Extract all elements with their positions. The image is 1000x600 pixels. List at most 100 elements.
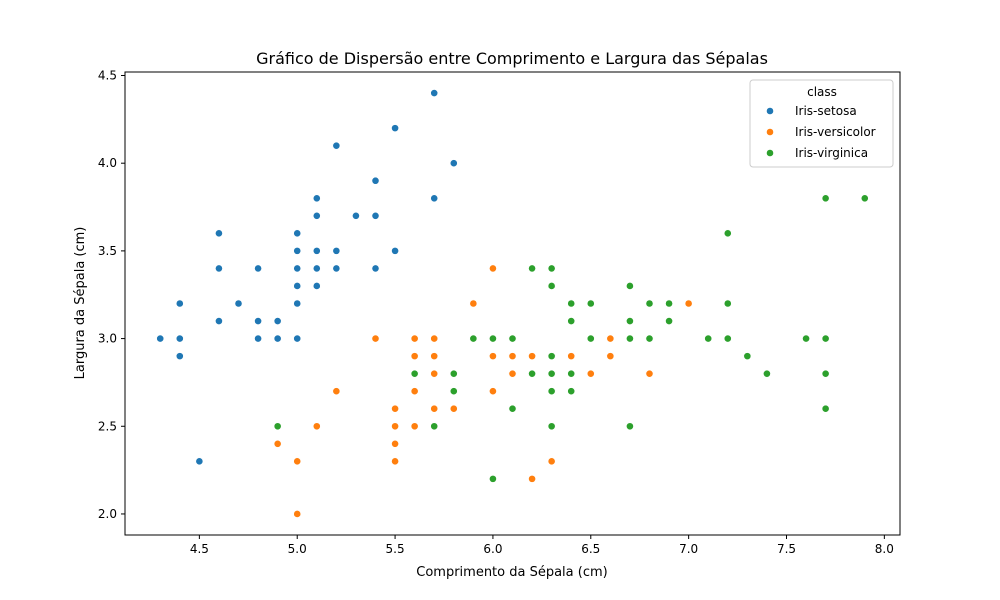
y-tick-label: 4.0 — [98, 156, 117, 170]
point-iris-virginica — [449, 369, 458, 378]
point-iris-virginica — [547, 264, 556, 273]
point-iris-versicolor — [430, 404, 439, 413]
legend-box — [749, 79, 894, 168]
point-iris-versicolor — [430, 334, 439, 343]
point-iris-versicolor — [410, 422, 419, 431]
x-tick-label: 7.0 — [679, 542, 698, 556]
point-iris-virginica — [665, 317, 673, 325]
point-iris-setosa — [312, 211, 321, 220]
point-iris-setosa — [215, 317, 223, 325]
point-iris-setosa — [332, 264, 341, 273]
x-axis-label: Comprimento da Sépala (cm) — [416, 565, 607, 580]
point-iris-versicolor — [684, 299, 693, 308]
point-iris-virginica — [508, 334, 517, 343]
legend-title: class — [807, 85, 837, 99]
point-iris-virginica — [665, 299, 673, 308]
point-iris-virginica — [489, 334, 497, 343]
point-iris-virginica — [273, 422, 282, 431]
point-iris-setosa — [215, 264, 223, 273]
point-iris-setosa — [175, 299, 184, 308]
point-iris-setosa — [156, 334, 165, 343]
y-tick-label: 3.5 — [98, 244, 117, 258]
point-iris-versicolor — [410, 334, 419, 343]
legend-entries: Iris-setosa Iris-versicolor Iris-virginica — [766, 104, 876, 160]
point-iris-versicolor — [391, 439, 399, 448]
point-iris-setosa — [215, 229, 223, 238]
point-iris-setosa — [332, 141, 341, 150]
point-iris-setosa — [234, 299, 243, 308]
x-tick-label: 5.0 — [288, 542, 307, 556]
point-iris-versicolor — [528, 474, 536, 483]
legend-marker — [766, 107, 774, 115]
point-iris-virginica — [821, 404, 830, 413]
point-iris-versicolor — [528, 352, 536, 361]
point-iris-virginica — [547, 352, 556, 361]
x-axis: 4.5 5.0 5.5 6.0 6.5 7.0 7.5 8.0 — [190, 535, 894, 556]
point-iris-versicolor — [645, 369, 654, 378]
point-iris-setosa — [293, 229, 302, 238]
point-iris-virginica — [821, 194, 830, 203]
point-iris-virginica — [626, 282, 634, 290]
point-iris-virginica — [821, 369, 830, 378]
point-iris-versicolor — [567, 352, 576, 361]
point-iris-versicolor — [410, 387, 419, 396]
point-iris-virginica — [410, 369, 419, 378]
legend-marker — [766, 128, 774, 136]
point-iris-setosa — [449, 159, 458, 168]
x-tick-label: 5.5 — [386, 542, 405, 556]
y-tick-label: 2.5 — [98, 419, 117, 433]
x-tick-label: 6.5 — [581, 542, 600, 556]
point-iris-versicolor — [391, 422, 399, 431]
x-tick-label: 7.5 — [777, 542, 796, 556]
point-iris-setosa — [195, 457, 204, 466]
point-iris-versicolor — [508, 369, 517, 378]
plot-frame — [124, 71, 901, 536]
point-iris-versicolor — [293, 457, 302, 466]
point-iris-virginica — [626, 422, 634, 431]
point-iris-virginica — [645, 299, 654, 308]
point-iris-virginica — [547, 422, 556, 431]
point-iris-setosa — [430, 194, 439, 203]
point-iris-setosa — [254, 264, 262, 273]
point-iris-virginica — [586, 334, 595, 343]
point-iris-versicolor — [606, 334, 615, 343]
legend-label: Iris-virginica — [795, 146, 868, 160]
point-iris-setosa — [293, 264, 302, 273]
point-iris-virginica — [723, 334, 732, 343]
point-iris-versicolor — [606, 352, 615, 361]
point-iris-versicolor — [371, 334, 380, 343]
legend-label: Iris-versicolor — [795, 125, 876, 139]
x-tick-label: 6.0 — [483, 542, 502, 556]
point-iris-virginica — [528, 264, 536, 273]
point-iris-setosa — [312, 264, 321, 273]
point-iris-versicolor — [410, 352, 419, 361]
point-iris-versicolor — [430, 369, 439, 378]
y-tick-label: 3.0 — [98, 332, 117, 346]
point-iris-virginica — [449, 387, 458, 396]
point-iris-virginica — [802, 334, 810, 343]
point-iris-setosa — [273, 334, 282, 343]
point-iris-versicolor — [293, 510, 302, 518]
point-iris-virginica — [704, 334, 713, 343]
y-axis-label: Largura da Sépala (cm) — [73, 227, 88, 380]
y-axis: 2.0 2.5 3.0 3.5 4.0 4.5 — [98, 69, 125, 521]
point-iris-virginica — [430, 422, 439, 431]
point-iris-versicolor — [469, 299, 478, 308]
data-points — [156, 89, 869, 518]
point-iris-versicolor — [489, 264, 497, 273]
point-iris-virginica — [547, 369, 556, 378]
point-iris-virginica — [763, 369, 771, 378]
x-tick-label: 4.5 — [190, 542, 209, 556]
point-iris-virginica — [528, 369, 536, 378]
point-iris-setosa — [332, 246, 341, 255]
point-iris-versicolor — [391, 404, 399, 413]
point-iris-setosa — [175, 334, 184, 343]
point-iris-setosa — [254, 334, 262, 343]
point-iris-setosa — [175, 352, 184, 361]
point-iris-setosa — [312, 282, 321, 290]
point-iris-setosa — [430, 89, 439, 97]
point-iris-virginica — [723, 299, 732, 308]
point-iris-versicolor — [449, 404, 458, 413]
point-iris-virginica — [469, 334, 478, 343]
